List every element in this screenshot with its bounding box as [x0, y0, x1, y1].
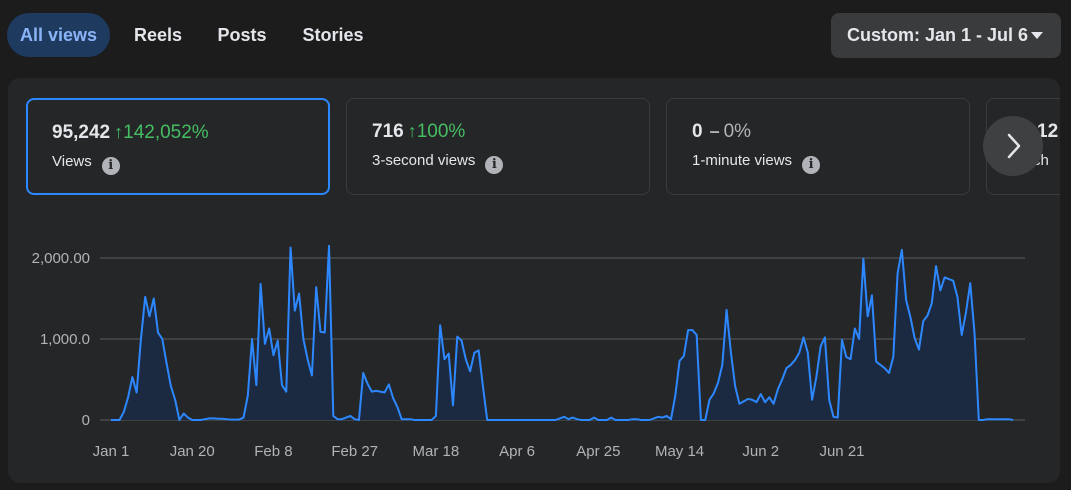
metric-value: 12	[1037, 121, 1058, 143]
views-chart: 0 1,000.0 2,000.00 Jan 1 Jan 20 Feb 8 Feb 27 M…	[32, 244, 1025, 460]
tab-reels[interactable]: Reels	[133, 25, 183, 45]
x-tick-label: Feb 8	[254, 443, 292, 460]
trend-up-icon: ↑	[114, 122, 124, 142]
metric-label: Views	[52, 153, 92, 170]
y-tick-label: 1,000.0	[40, 331, 90, 348]
metric-value: 95,242 ↑142,052%	[52, 122, 209, 144]
metric-label: 1-minute views	[692, 152, 793, 169]
metric-change: 0%	[723, 121, 752, 142]
x-tick-label: Apr 6	[499, 443, 535, 460]
metric-label: 3-second views	[372, 152, 476, 169]
date-range-dropdown[interactable]: Custom: Jan 1 - Jul 6	[831, 13, 1061, 58]
caret-down-icon	[1031, 32, 1043, 39]
y-tick-label: 0	[82, 412, 90, 429]
metric-label-row: 3-second views i	[372, 152, 504, 174]
info-icon[interactable]: i	[802, 156, 821, 174]
metric-card-1-minute-views[interactable]: 0–0% 1-minute views i	[666, 98, 970, 195]
metric-change: 142,052%	[123, 122, 209, 143]
views-area-fill	[111, 245, 1013, 420]
metric-value: 0–0%	[692, 121, 751, 143]
trend-up-icon: ↑	[407, 121, 417, 141]
x-axis-labels: Jan 1 Jan 20 Feb 8 Feb 27 Mar 18 Apr 6 Apr 25 M…	[93, 443, 865, 460]
metric-card-3-second-views[interactable]: 716 ↑100% 3-second views i	[346, 98, 650, 195]
metric-label-row: 1-minute views i	[692, 152, 821, 174]
metric-number: 12	[1037, 121, 1059, 142]
metric-number: 0	[692, 121, 703, 142]
y-axis-labels: 0 1,000.0 2,000.00	[32, 250, 90, 429]
metric-number: 95,242	[52, 122, 111, 143]
insights-panel: 95,242 ↑142,052% Views i 716 ↑100% 3-second…	[8, 78, 1060, 483]
x-tick-label: Feb 27	[331, 443, 378, 460]
metric-change: 100%	[416, 121, 466, 142]
view-type-tabs: All views Reels Posts Stories Custom: Ja…	[0, 0, 1071, 72]
info-icon[interactable]: i	[485, 156, 504, 174]
date-range-label: Custom: Jan 1 - Jul 6	[847, 25, 1029, 45]
chevron-right-icon	[1007, 133, 1021, 159]
x-tick-label: Jun 21	[819, 443, 864, 460]
next-metrics-button[interactable]	[983, 116, 1043, 176]
x-tick-label: Jan 20	[170, 443, 215, 460]
x-tick-label: Jun 2	[742, 443, 779, 460]
views-line	[111, 244, 1014, 421]
tab-posts[interactable]: Posts	[217, 25, 267, 45]
metric-cards: 95,242 ↑142,052% Views i 716 ↑100% 3-second…	[8, 78, 1060, 208]
y-tick-label: 2,000.00	[32, 250, 90, 267]
tab-all-views[interactable]: All views	[7, 13, 110, 57]
tab-stories[interactable]: Stories	[302, 25, 364, 45]
trend-flat-icon: –	[709, 121, 720, 141]
metric-label-row: Views i	[52, 153, 120, 175]
metric-card-views[interactable]: 95,242 ↑142,052% Views i	[26, 98, 330, 195]
info-icon[interactable]: i	[101, 157, 120, 175]
x-tick-label: Apr 25	[576, 443, 620, 460]
x-tick-label: Mar 18	[413, 443, 460, 460]
metric-number: 716	[372, 121, 404, 142]
x-tick-label: Jan 1	[93, 443, 130, 460]
x-tick-label: May 14	[655, 443, 704, 460]
metric-value: 716 ↑100%	[372, 121, 465, 143]
